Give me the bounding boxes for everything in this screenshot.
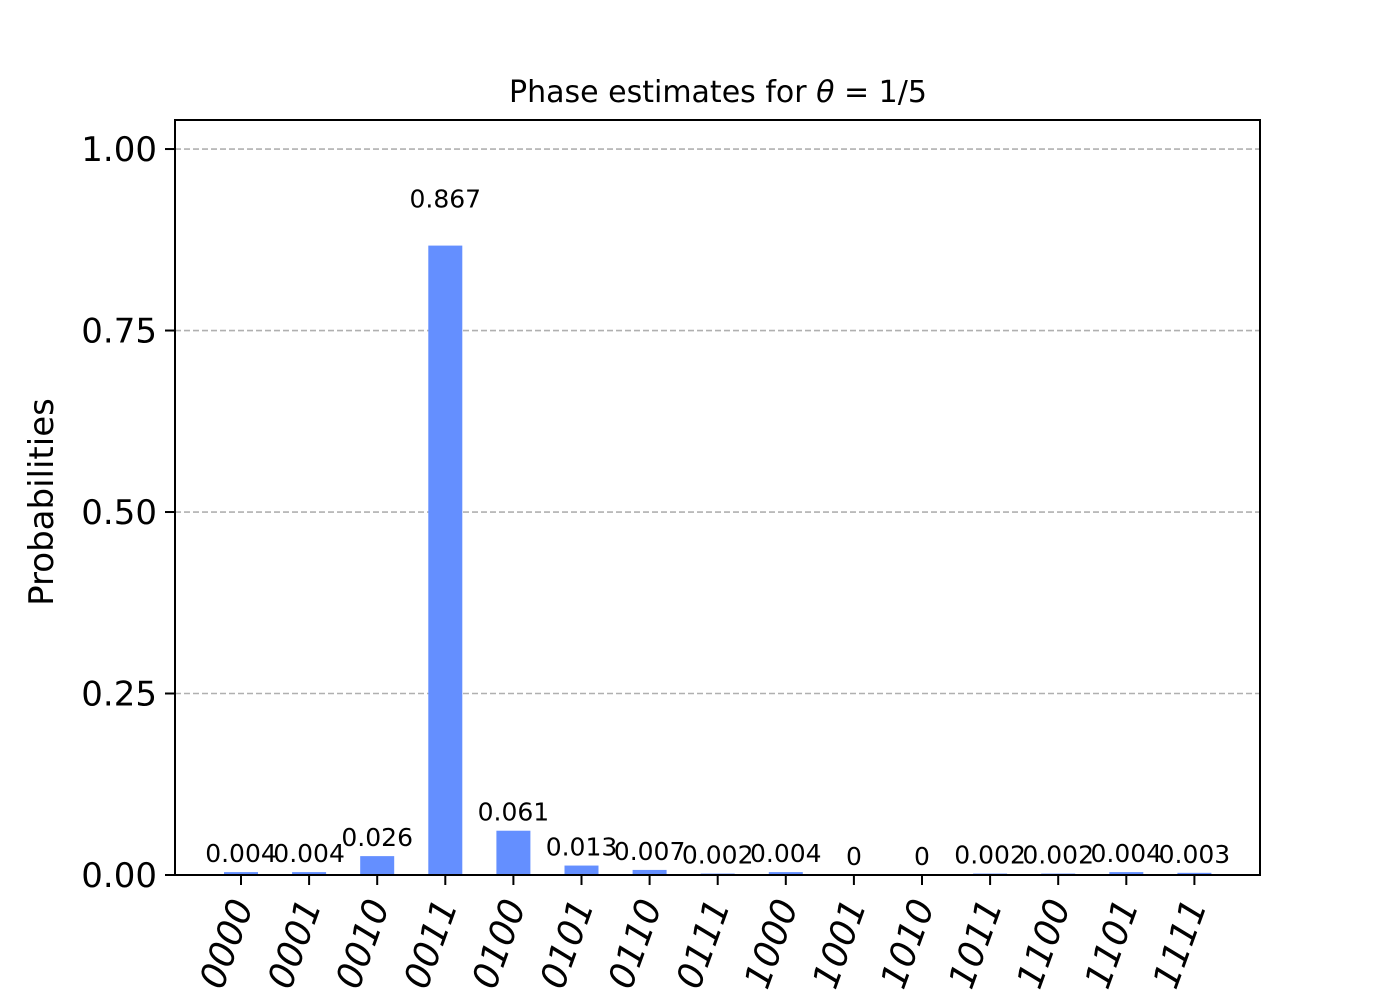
x-tick-label: 1011 (941, 894, 1011, 994)
bar-value-label: 0 (914, 842, 930, 871)
y-tick-label: 1.00 (81, 130, 157, 170)
bar (292, 872, 327, 875)
bar-value-label: 0.004 (205, 839, 277, 868)
bar-value-label: 0.013 (546, 833, 618, 862)
bar-value-label: 0.004 (273, 839, 345, 868)
bar (428, 245, 463, 876)
bar-value-label: 0.002 (1022, 841, 1094, 870)
x-tick-label: 0101 (533, 894, 603, 994)
bars (224, 245, 1212, 876)
bar-value-label: 0.002 (954, 841, 1026, 870)
bar-value-label: 0.004 (1091, 839, 1163, 868)
chart-title-prefix: Phase estimates for (509, 75, 816, 110)
bar-value-label: 0.007 (614, 837, 686, 866)
x-tick-label: 0110 (601, 894, 671, 994)
x-tick-label: 0001 (260, 894, 330, 994)
x-tick-label: 1111 (1146, 894, 1216, 994)
bar (360, 856, 395, 875)
bar-value-label: 0 (846, 842, 862, 871)
bar (496, 830, 531, 875)
bar-value-label: 0.867 (410, 185, 482, 214)
y-tick-label: 0.00 (81, 856, 157, 896)
x-tick-label: 1000 (737, 894, 807, 994)
y-axis: 0.00 0.25 0.50 0.75 1.00 (81, 130, 175, 896)
bar (768, 872, 803, 875)
bar (564, 865, 599, 875)
x-tick-label: 0010 (328, 894, 398, 994)
x-tick-label: 0111 (669, 894, 739, 994)
bar-value-label: 0.004 (750, 839, 822, 868)
bar (632, 869, 667, 875)
y-tick-label: 0.50 (81, 493, 157, 533)
y-axis-label: Probabilities (22, 398, 62, 606)
y-tick-label: 0.75 (81, 312, 157, 352)
bar (224, 872, 258, 875)
bar-value-label: 0.061 (478, 798, 550, 827)
x-tick-label: 0100 (465, 894, 535, 994)
x-tick-label: 0000 (192, 894, 262, 994)
bar (1109, 872, 1144, 875)
x-tick-label: 1100 (1009, 894, 1079, 994)
x-tick-label: 1010 (873, 894, 943, 994)
plot-frame (174, 119, 1261, 876)
chart-title: Phase estimates for θ = 1/5 (509, 75, 927, 110)
x-axis: 0000000100100011010001010110011110001001… (192, 875, 1216, 994)
bar-value-label: 0.026 (341, 823, 413, 852)
gridlines (175, 148, 1260, 695)
bar-value-label: 0.002 (682, 841, 754, 870)
chart-title-symbol: θ (816, 75, 834, 110)
chart-title-suffix: = 1/5 (834, 75, 927, 110)
x-tick-label: 0011 (397, 894, 467, 994)
value-labels: 0.0040.0040.0260.8670.0610.0130.0070.002… (205, 185, 1230, 871)
x-tick-label: 1101 (1078, 894, 1148, 994)
y-tick-label: 0.25 (81, 675, 157, 715)
bar-value-label: 0.003 (1159, 840, 1231, 869)
bar (1177, 872, 1212, 875)
x-tick-label: 1001 (805, 894, 875, 994)
